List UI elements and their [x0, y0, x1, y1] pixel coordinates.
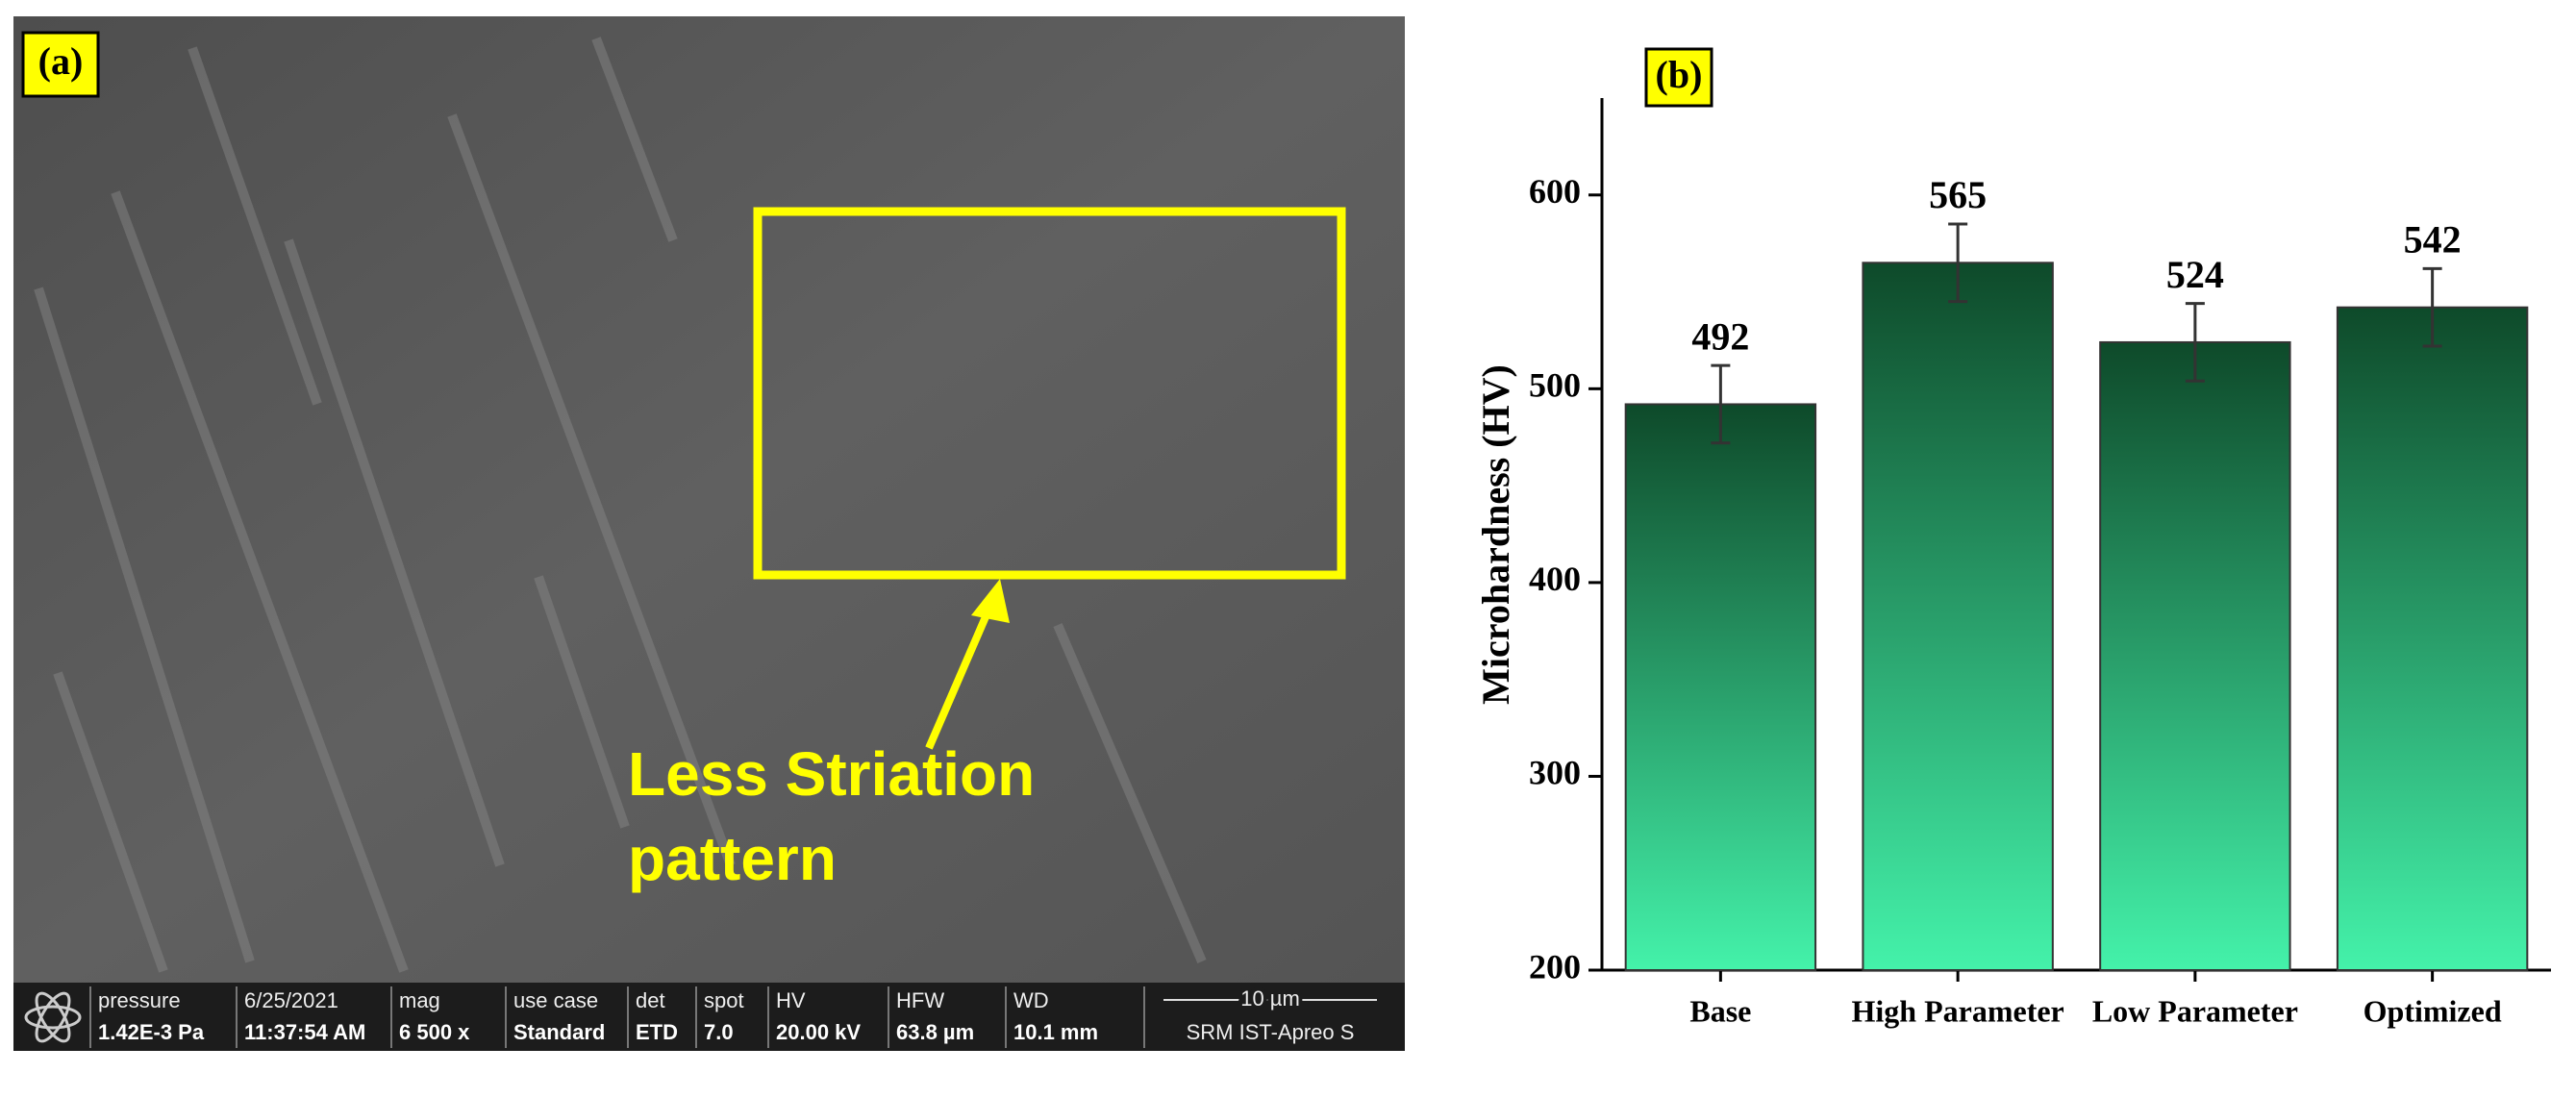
info-value: Standard	[513, 1020, 605, 1044]
info-label: WD	[1013, 988, 1049, 1012]
info-label: mag	[399, 988, 440, 1012]
x-tick-label: Base	[1689, 993, 1751, 1028]
scale-bar-label: 10 µm	[1240, 986, 1300, 1011]
info-value: 1.42E-3 Pa	[98, 1020, 205, 1044]
annotation: Less Striation	[628, 739, 1035, 809]
info-label: use case	[513, 988, 598, 1012]
info-bar	[13, 983, 1405, 1051]
info-value: 20.00 kV	[776, 1020, 861, 1044]
value-label: 524	[2166, 253, 2224, 296]
striations	[34, 37, 1207, 973]
arrow	[925, 604, 994, 750]
y-tick-label: 500	[1529, 366, 1581, 405]
info-items: pressure 1.42E-3 Pa 6/25/2021 11:37:54 AM ma…	[89, 986, 1145, 1048]
chart: (b) Microhardness (HV) 200 300 400 500 600 Ba…	[1474, 47, 2551, 1028]
panel-label-box	[21, 31, 100, 98]
bar	[1862, 262, 2054, 972]
info-label: spot	[704, 988, 744, 1012]
bar	[2336, 306, 2529, 971]
arrow-head	[971, 579, 1010, 623]
y-tick-label: 300	[1529, 754, 1581, 792]
highlight-box	[753, 207, 1346, 580]
panel-label: (a)	[38, 39, 84, 83]
instrument: SRM IST-Apreo S	[1187, 1020, 1355, 1044]
info-value: 7.0	[704, 1020, 734, 1044]
y-tick-label: 200	[1529, 947, 1581, 986]
annotation: pattern	[628, 824, 837, 893]
info-value: 6 500 x	[399, 1020, 470, 1044]
x-tick-label: Low Parameter	[2092, 993, 2298, 1028]
value-label: 542	[2404, 218, 2462, 262]
info-value: ETD	[636, 1020, 678, 1044]
bar	[2099, 340, 2291, 971]
info-value: 63.8 µm	[896, 1020, 974, 1044]
y-axis-label: Microhardness (HV)	[1474, 364, 1517, 705]
bar	[1624, 403, 1817, 971]
x-tick-label: High Parameter	[1852, 993, 2064, 1028]
sem-background	[13, 16, 1405, 983]
info-label: pressure	[98, 988, 181, 1012]
info-label: HV	[776, 988, 806, 1012]
info-value: 11:37:54 AM	[244, 1020, 365, 1044]
y-tick-label: 600	[1529, 172, 1581, 211]
info-label: 6/25/2021	[244, 988, 338, 1012]
info-label: det	[636, 988, 665, 1012]
sem-image: Less Striation pattern (a) pressure 1.42E…	[13, 16, 1405, 1051]
info-label: HFW	[896, 988, 944, 1012]
x-tick-label: Optimized	[2363, 993, 2502, 1028]
value-label: 565	[1929, 173, 1987, 216]
value-label: 492	[1691, 314, 1749, 358]
y-tick-label: 400	[1529, 560, 1581, 598]
panel-label-box	[1644, 47, 1713, 108]
panel-label: (b)	[1656, 53, 1703, 96]
info-value: 10.1 mm	[1013, 1020, 1098, 1044]
logo	[24, 991, 82, 1043]
